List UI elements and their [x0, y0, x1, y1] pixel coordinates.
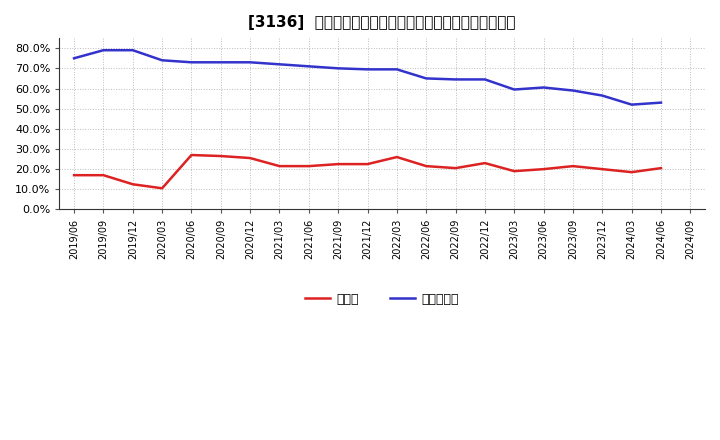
Title: [3136]  現預金、有利子負債の総資産に対する比率の推移: [3136] 現預金、有利子負債の総資産に対する比率の推移	[248, 15, 516, 30]
有利子負債	[246, 60, 254, 65]
有利子負債	[217, 60, 225, 65]
現預金	[569, 164, 577, 169]
現預金	[539, 166, 548, 172]
現預金	[158, 186, 166, 191]
Legend: 現預金, 有利子負債: 現預金, 有利子負債	[300, 288, 464, 311]
現預金	[480, 161, 489, 166]
現預金	[217, 154, 225, 159]
有利子負債	[187, 60, 196, 65]
有利子負債	[510, 87, 518, 92]
現預金	[598, 166, 607, 172]
有利子負債	[539, 85, 548, 90]
有利子負債	[99, 48, 108, 53]
有利子負債	[627, 102, 636, 107]
現預金	[392, 154, 401, 160]
現預金	[275, 164, 284, 169]
現預金	[334, 161, 343, 167]
有利子負債	[392, 67, 401, 72]
有利子負債	[70, 55, 78, 61]
有利子負債	[657, 100, 665, 105]
現預金	[657, 165, 665, 171]
現預金	[422, 164, 431, 169]
有利子負債	[158, 58, 166, 63]
有利子負債	[598, 93, 607, 98]
現預金	[510, 169, 518, 174]
有利子負債	[480, 77, 489, 82]
現預金	[363, 161, 372, 167]
現預金	[451, 165, 460, 171]
現預金	[627, 169, 636, 175]
現預金	[70, 172, 78, 178]
有利子負債	[569, 88, 577, 93]
Line: 現預金: 現預金	[74, 155, 661, 188]
有利子負債	[422, 76, 431, 81]
現預金	[246, 155, 254, 161]
現預金	[99, 172, 108, 178]
有利子負債	[451, 77, 460, 82]
有利子負債	[128, 48, 137, 53]
現預金	[187, 152, 196, 158]
有利子負債	[334, 66, 343, 71]
有利子負債	[305, 64, 313, 69]
Line: 有利子負債: 有利子負債	[74, 50, 661, 105]
有利子負債	[275, 62, 284, 67]
有利子負債	[363, 67, 372, 72]
現預金	[128, 182, 137, 187]
現預金	[305, 164, 313, 169]
